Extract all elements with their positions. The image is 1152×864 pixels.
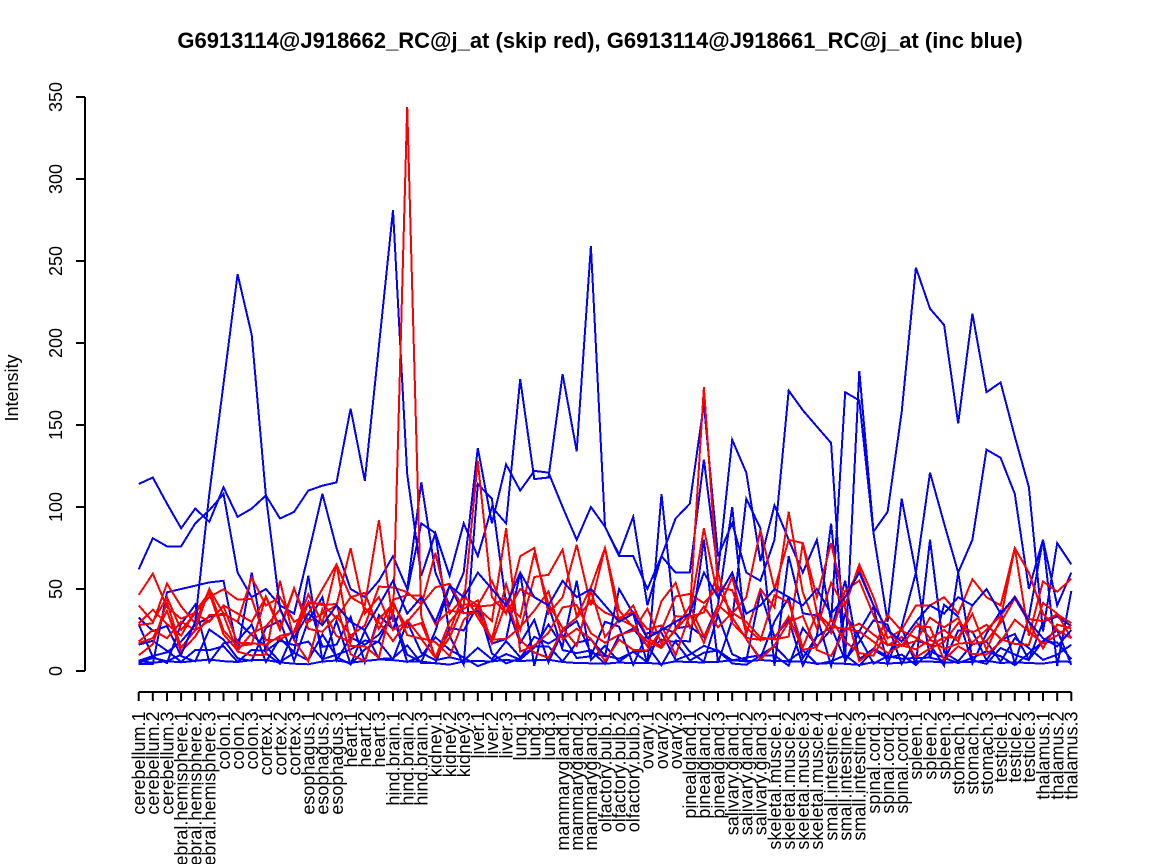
svg-text:colon.1: colon.1 xyxy=(214,712,234,770)
svg-text:colon.3: colon.3 xyxy=(242,712,262,770)
svg-text:0: 0 xyxy=(46,666,66,676)
svg-text:testicle.2: testicle.2 xyxy=(1005,712,1025,783)
svg-text:150: 150 xyxy=(46,410,66,440)
svg-text:hind.brain.3: hind.brain.3 xyxy=(412,712,432,806)
svg-text:thalamus.3: thalamus.3 xyxy=(1062,712,1082,800)
svg-text:skeletal.muscle.4: skeletal.muscle.4 xyxy=(807,712,827,850)
svg-text:testicle.1: testicle.1 xyxy=(991,712,1011,783)
svg-text:cerebellum.1: cerebellum.1 xyxy=(129,712,149,815)
svg-text:thalamus.2: thalamus.2 xyxy=(1048,712,1068,800)
svg-text:cerebellum.3: cerebellum.3 xyxy=(157,712,177,815)
svg-text:spleen.3: spleen.3 xyxy=(934,712,954,780)
svg-text:small.intestine.1: small.intestine.1 xyxy=(821,712,841,841)
svg-text:thalamus.1: thalamus.1 xyxy=(1033,712,1053,800)
svg-text:mammarygland.3: mammarygland.3 xyxy=(581,712,601,851)
svg-text:spinal.cord.1: spinal.cord.1 xyxy=(864,712,884,814)
svg-text:olfactory.bulb.1: olfactory.bulb.1 xyxy=(595,712,615,833)
svg-text:esophagus.3: esophagus.3 xyxy=(327,712,347,815)
svg-text:small.intestine.3: small.intestine.3 xyxy=(850,712,870,841)
svg-text:mammarygland.2: mammarygland.2 xyxy=(567,712,587,851)
svg-text:liver.2: liver.2 xyxy=(482,712,502,759)
svg-text:lung.1: lung.1 xyxy=(511,712,531,761)
svg-text:heart.2: heart.2 xyxy=(355,712,375,768)
svg-text:cortex.3: cortex.3 xyxy=(284,712,304,776)
svg-text:kidney.1: kidney.1 xyxy=(426,712,446,778)
svg-text:cerebral.hemisphere.3: cerebral.hemisphere.3 xyxy=(200,712,220,864)
svg-text:mammarygland.1: mammarygland.1 xyxy=(553,712,573,851)
svg-text:spinal.cord.2: spinal.cord.2 xyxy=(878,712,898,814)
svg-text:skeletal.muscle.1: skeletal.muscle.1 xyxy=(765,712,785,850)
svg-text:ovary.3: ovary.3 xyxy=(666,712,686,770)
svg-text:Intensity: Intensity xyxy=(2,354,22,421)
svg-text:cortex.1: cortex.1 xyxy=(256,712,276,776)
svg-text:pinealgland.1: pinealgland.1 xyxy=(680,712,700,819)
svg-text:stomach.2: stomach.2 xyxy=(963,712,983,795)
svg-text:cerebral.hemisphere.2: cerebral.hemisphere.2 xyxy=(186,712,206,864)
svg-text:stomach.3: stomach.3 xyxy=(977,712,997,795)
svg-text:spleen.2: spleen.2 xyxy=(920,712,940,780)
svg-text:salivary.gland.1: salivary.gland.1 xyxy=(723,712,743,836)
svg-text:salivary.gland.2: salivary.gland.2 xyxy=(737,712,757,836)
svg-text:salivary.gland.3: salivary.gland.3 xyxy=(751,712,771,836)
svg-text:lung.2: lung.2 xyxy=(525,712,545,761)
svg-text:pinealgland.2: pinealgland.2 xyxy=(694,712,714,819)
svg-text:colon.2: colon.2 xyxy=(228,712,248,770)
svg-text:stomach.1: stomach.1 xyxy=(949,712,969,795)
svg-text:G6913114@J918662_RC@j_at (skip: G6913114@J918662_RC@j_at (skip red), G69… xyxy=(177,28,1022,53)
svg-text:cortex.2: cortex.2 xyxy=(270,712,290,776)
svg-text:liver.3: liver.3 xyxy=(496,712,516,759)
svg-text:esophagus.2: esophagus.2 xyxy=(313,712,333,815)
svg-text:kidney.2: kidney.2 xyxy=(440,712,460,778)
svg-text:50: 50 xyxy=(46,579,66,599)
svg-text:hind.brain.2: hind.brain.2 xyxy=(398,712,418,806)
svg-text:300: 300 xyxy=(46,164,66,194)
svg-text:skeletal.muscle.2: skeletal.muscle.2 xyxy=(779,712,799,850)
svg-text:liver.1: liver.1 xyxy=(468,712,488,759)
svg-text:testicle.3: testicle.3 xyxy=(1019,712,1039,783)
svg-text:spinal.cord.3: spinal.cord.3 xyxy=(892,712,912,814)
svg-text:spleen.1: spleen.1 xyxy=(906,712,926,780)
svg-text:lung.3: lung.3 xyxy=(539,712,559,761)
svg-text:small.intestine.2: small.intestine.2 xyxy=(836,712,856,841)
svg-text:200: 200 xyxy=(46,328,66,358)
svg-text:heart.3: heart.3 xyxy=(369,712,389,768)
svg-text:olfactory.bulb.2: olfactory.bulb.2 xyxy=(609,712,629,833)
svg-text:skeletal.muscle.3: skeletal.muscle.3 xyxy=(793,712,813,850)
svg-text:ovary.2: ovary.2 xyxy=(652,712,672,770)
svg-text:100: 100 xyxy=(46,492,66,522)
svg-text:ovary.1: ovary.1 xyxy=(638,712,658,770)
svg-text:250: 250 xyxy=(46,246,66,276)
svg-text:cerebral.hemisphere.1: cerebral.hemisphere.1 xyxy=(171,712,191,864)
svg-text:pinealgland.3: pinealgland.3 xyxy=(708,712,728,819)
svg-text:olfactory.bulb.3: olfactory.bulb.3 xyxy=(624,712,644,833)
svg-text:350: 350 xyxy=(46,82,66,112)
svg-text:kidney.3: kidney.3 xyxy=(454,712,474,778)
svg-text:esophagus.1: esophagus.1 xyxy=(299,712,319,815)
svg-text:hind.brain.1: hind.brain.1 xyxy=(383,712,403,806)
svg-text:heart.1: heart.1 xyxy=(341,712,361,768)
svg-text:cerebellum.2: cerebellum.2 xyxy=(143,712,163,815)
